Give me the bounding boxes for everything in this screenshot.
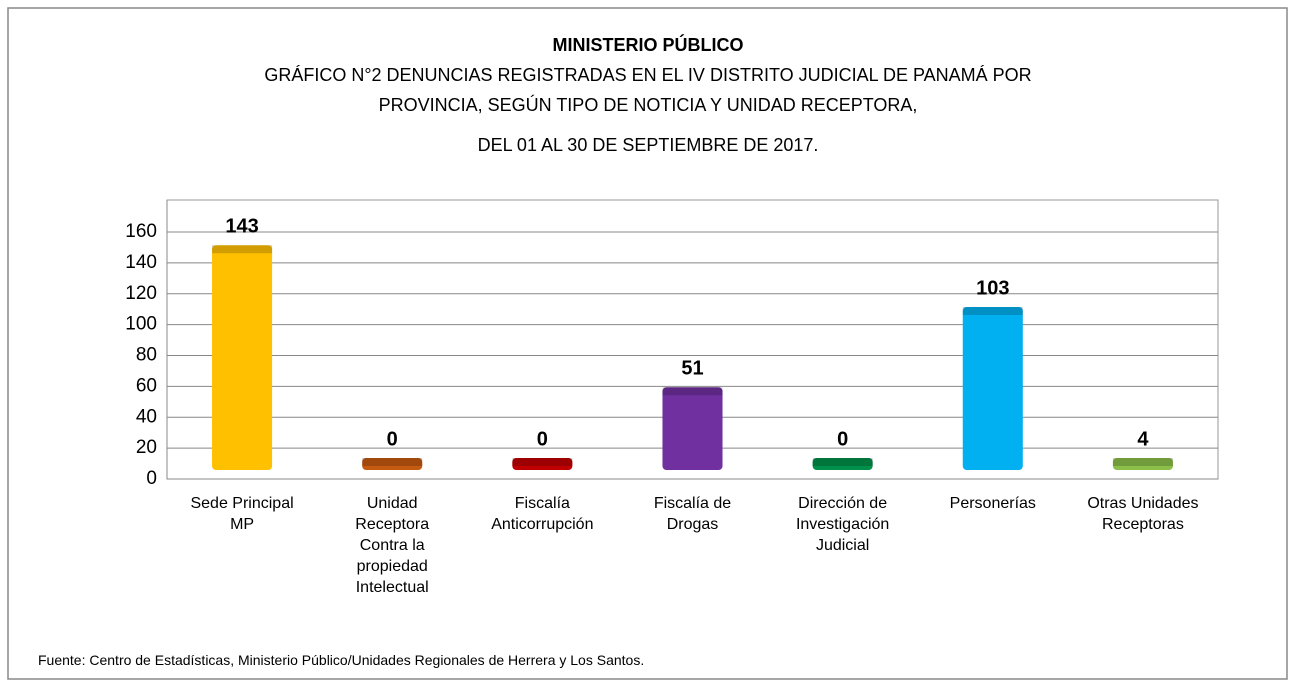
bar: [212, 245, 273, 470]
y-tick-label: 160: [125, 221, 157, 242]
data-label: 4: [1137, 428, 1149, 450]
bar-top: [212, 245, 273, 254]
y-tick-label: 0: [146, 468, 157, 489]
bar-top: [1112, 458, 1173, 466]
bar-top: [662, 387, 723, 396]
x-tick-label: Fiscalía Anticorrupción: [491, 495, 594, 533]
bar-top: [512, 458, 573, 466]
chart-title: MINISTERIO PÚBLICO: [552, 34, 743, 55]
chart-subtitle: GRÁFICO N°2 DENUNCIAS REGISTRADAS EN EL …: [264, 65, 1031, 85]
x-tick-label: Personerías: [949, 495, 1036, 512]
data-label: 143: [225, 216, 258, 238]
y-tick-label: 40: [136, 406, 157, 427]
data-label: 0: [387, 428, 398, 450]
source-note: Fuente: Centro de Estadísticas, Minister…: [38, 652, 645, 668]
bar: [662, 387, 723, 470]
bar: [1112, 458, 1173, 470]
frame: [7, 7, 1288, 680]
data-label: 0: [537, 428, 548, 450]
x-tick-label: Otras Unidades Receptoras: [1087, 495, 1199, 533]
data-label: 0: [837, 428, 848, 450]
bar-top: [962, 306, 1023, 315]
y-tick-label: 120: [125, 283, 157, 304]
x-tick-label: Dirección de Investigación Judicial: [795, 495, 890, 554]
bar: [362, 458, 423, 470]
y-tick-label: 140: [125, 252, 157, 273]
bar: [962, 306, 1023, 470]
bar: [812, 458, 873, 470]
y-tick-label: 80: [136, 345, 157, 366]
y-tick-label: 100: [125, 314, 157, 335]
x-tick-label: Sede Principal MP: [190, 495, 294, 533]
data-label: 51: [681, 358, 703, 380]
chart-subtitle: DEL 01 AL 30 DE SEPTIEMBRE DE 2017.: [478, 135, 819, 155]
bar: [512, 458, 573, 470]
chart-subtitle: PROVINCIA, SEGÚN TIPO DE NOTICIA Y UNIDA…: [379, 94, 918, 115]
bar-top: [362, 458, 423, 466]
data-label: 103: [976, 277, 1009, 299]
x-tick-label: Unidad Receptora Contra la propiedad Int…: [355, 495, 430, 596]
y-tick-label: 60: [136, 375, 157, 396]
bar-top: [812, 458, 873, 466]
x-tick-label: Fiscalía de Drogas: [653, 495, 732, 533]
y-tick-label: 20: [136, 437, 157, 458]
